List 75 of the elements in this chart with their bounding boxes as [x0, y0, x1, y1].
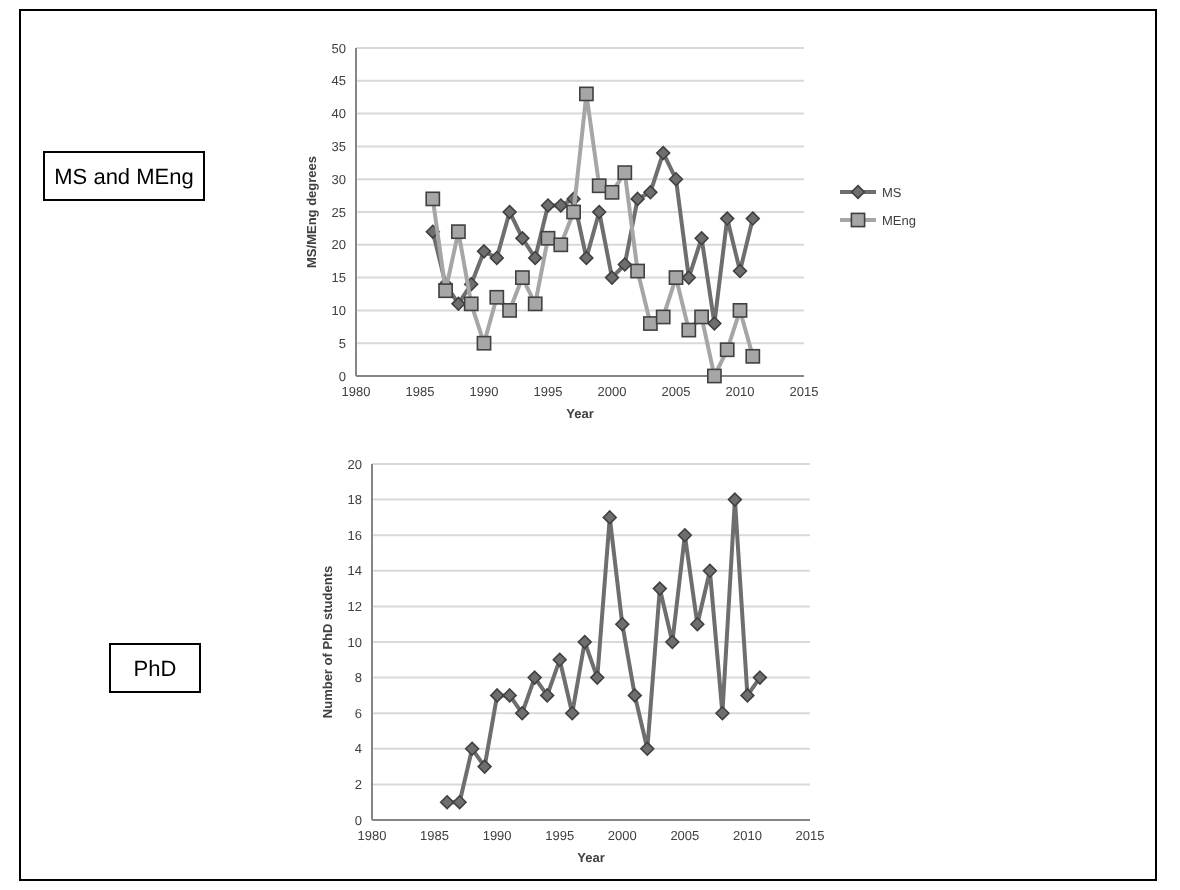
point	[720, 211, 735, 226]
point	[527, 296, 543, 312]
point	[727, 492, 743, 507]
point	[553, 237, 569, 253]
point	[690, 617, 705, 632]
point	[566, 204, 581, 220]
point	[615, 617, 630, 632]
point	[617, 257, 632, 272]
point	[502, 303, 517, 318]
point	[630, 263, 645, 279]
point	[438, 283, 453, 299]
point	[463, 296, 479, 312]
point	[745, 348, 761, 364]
point	[732, 303, 748, 318]
text: MS and MEng	[54, 165, 194, 190]
point	[602, 510, 617, 525]
point	[604, 184, 620, 200]
point	[451, 296, 466, 312]
point	[439, 795, 455, 810]
point	[740, 688, 755, 703]
point	[694, 309, 709, 325]
point	[528, 250, 543, 266]
point	[579, 86, 594, 102]
point	[702, 563, 718, 578]
point	[515, 270, 530, 285]
point	[540, 688, 555, 703]
point	[477, 759, 492, 774]
point	[425, 191, 441, 207]
point	[640, 741, 655, 756]
point	[591, 178, 607, 194]
point	[627, 688, 642, 703]
point	[665, 634, 680, 650]
point	[553, 198, 568, 213]
point	[707, 316, 722, 331]
point	[515, 231, 530, 246]
point	[655, 309, 671, 325]
point	[489, 688, 505, 703]
point	[643, 185, 658, 200]
point	[579, 250, 594, 266]
point	[656, 145, 671, 161]
point	[577, 634, 592, 650]
text: PhD	[133, 657, 177, 682]
point	[630, 191, 645, 207]
point	[652, 581, 668, 596]
point	[476, 335, 492, 351]
point	[502, 688, 517, 703]
point	[452, 795, 467, 810]
point	[643, 316, 658, 331]
point	[540, 198, 556, 213]
point	[752, 670, 768, 685]
point	[552, 652, 567, 667]
point	[719, 342, 735, 358]
point	[604, 270, 620, 285]
point	[464, 741, 480, 756]
point	[681, 322, 697, 338]
point	[489, 289, 505, 305]
point	[707, 368, 722, 384]
point	[617, 165, 633, 181]
point	[592, 204, 607, 220]
point	[677, 528, 693, 543]
point	[527, 670, 542, 685]
point	[732, 263, 748, 279]
point	[694, 231, 709, 246]
point	[745, 211, 760, 226]
point	[514, 706, 530, 721]
point	[668, 270, 684, 285]
point	[476, 244, 492, 259]
point	[590, 670, 605, 685]
point	[565, 706, 580, 721]
point	[681, 270, 696, 285]
point	[668, 172, 684, 187]
point	[489, 250, 504, 266]
point	[715, 706, 730, 721]
point	[451, 224, 466, 240]
point	[502, 204, 517, 220]
